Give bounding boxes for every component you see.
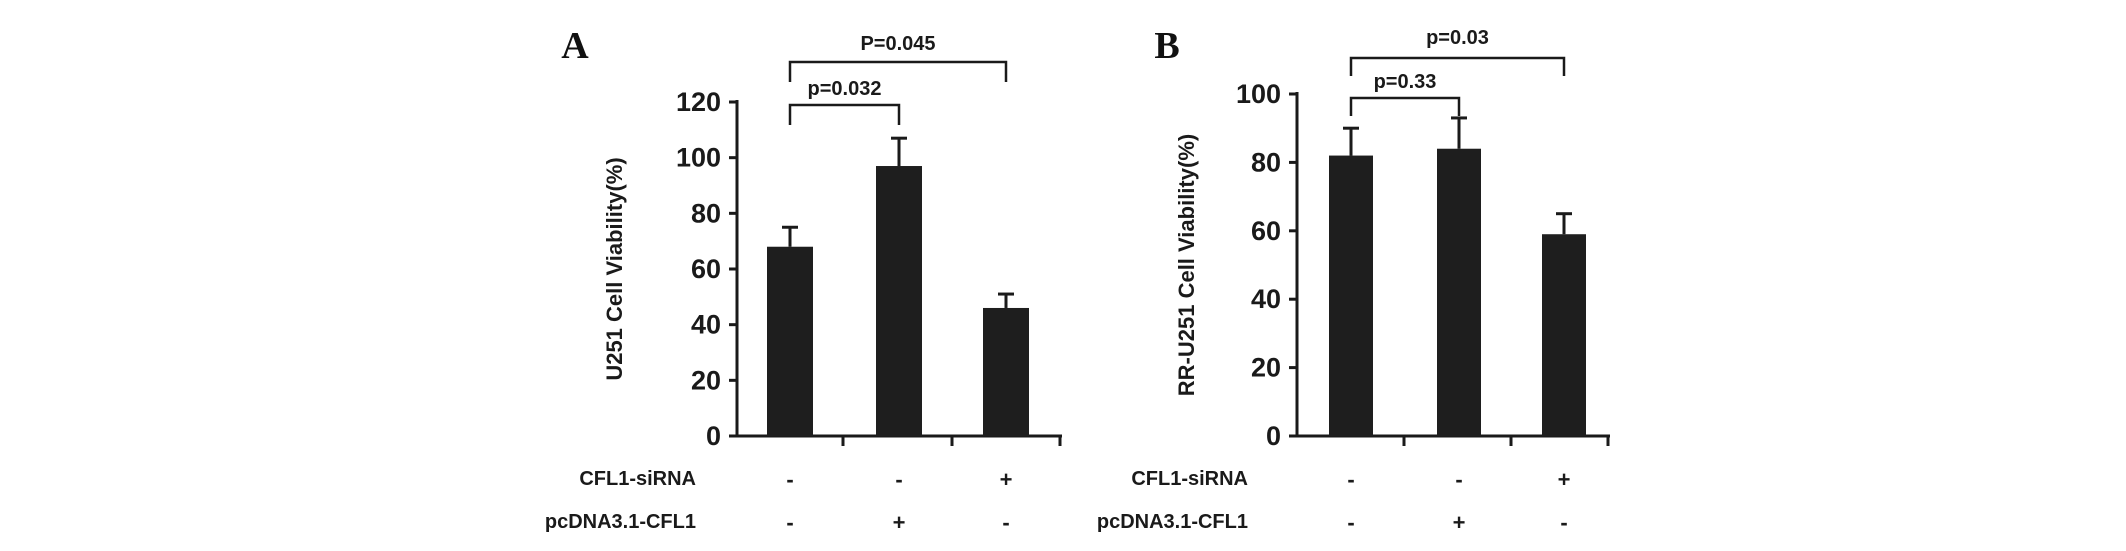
p-value-label: p=0.33	[1374, 71, 1437, 93]
y-tick-label: 20	[691, 365, 721, 395]
condition-label: CFL1-siRNA	[579, 468, 696, 490]
p-value-label: p=0.03	[1426, 27, 1489, 49]
panel-letter: B	[1154, 25, 1179, 67]
y-axis-title: RR-U251 Cell Viability(%)	[1174, 134, 1199, 396]
condition-label: pcDNA3.1-CFL1	[1097, 511, 1248, 533]
p-value-label: p=0.032	[808, 78, 882, 100]
significance-bracket	[788, 103, 901, 125]
significance-bracket	[1349, 56, 1566, 76]
y-axis-title: U251 Cell Viability(%)	[602, 157, 627, 380]
y-tick-label: 60	[691, 254, 721, 284]
bar	[876, 166, 922, 436]
condition-sign: -	[1347, 467, 1354, 492]
significance-bracket	[788, 60, 1008, 82]
condition-sign: -	[786, 510, 793, 535]
condition-sign: -	[1455, 467, 1462, 492]
y-tick-label: 40	[1251, 284, 1281, 314]
y-tick-label: 20	[1251, 353, 1281, 383]
bar	[767, 246, 813, 436]
y-tick-label: 120	[676, 87, 721, 117]
condition-sign: -	[1560, 510, 1567, 535]
condition-sign: +	[1558, 467, 1571, 492]
condition-sign: -	[895, 467, 902, 492]
y-tick-label: 100	[676, 143, 721, 173]
panel-b: B 0 20 40 60 80 100 RR-U251 Cell Viability(%) p=…	[1097, 25, 1610, 535]
y-tick-label: 0	[1266, 421, 1281, 451]
condition-label: CFL1-siRNA	[1131, 468, 1248, 490]
condition-sign: +	[1000, 467, 1013, 492]
y-tick-label: 100	[1236, 79, 1281, 109]
significance-bracket	[1349, 96, 1461, 116]
y-tick-label: 0	[706, 421, 721, 451]
panel-a: A 0 20 40 60 80 100 120 U251 Cell Viability(%) p=…	[545, 25, 1062, 535]
y-tick-label: 80	[1251, 147, 1281, 177]
bar	[1329, 155, 1373, 436]
condition-sign: -	[786, 467, 793, 492]
condition-sign: +	[1453, 510, 1466, 535]
bar	[1437, 148, 1481, 436]
panel-letter: A	[561, 25, 589, 67]
condition-label: pcDNA3.1-CFL1	[545, 511, 696, 533]
y-tick-label: 80	[691, 198, 721, 228]
y-tick-label: 40	[691, 310, 721, 340]
y-tick-label: 60	[1251, 216, 1281, 246]
condition-sign: +	[893, 510, 906, 535]
condition-sign: -	[1347, 510, 1354, 535]
condition-sign: -	[1002, 510, 1009, 535]
p-value-label: P=0.045	[860, 33, 935, 55]
bar	[1542, 234, 1586, 436]
bar	[983, 307, 1029, 436]
